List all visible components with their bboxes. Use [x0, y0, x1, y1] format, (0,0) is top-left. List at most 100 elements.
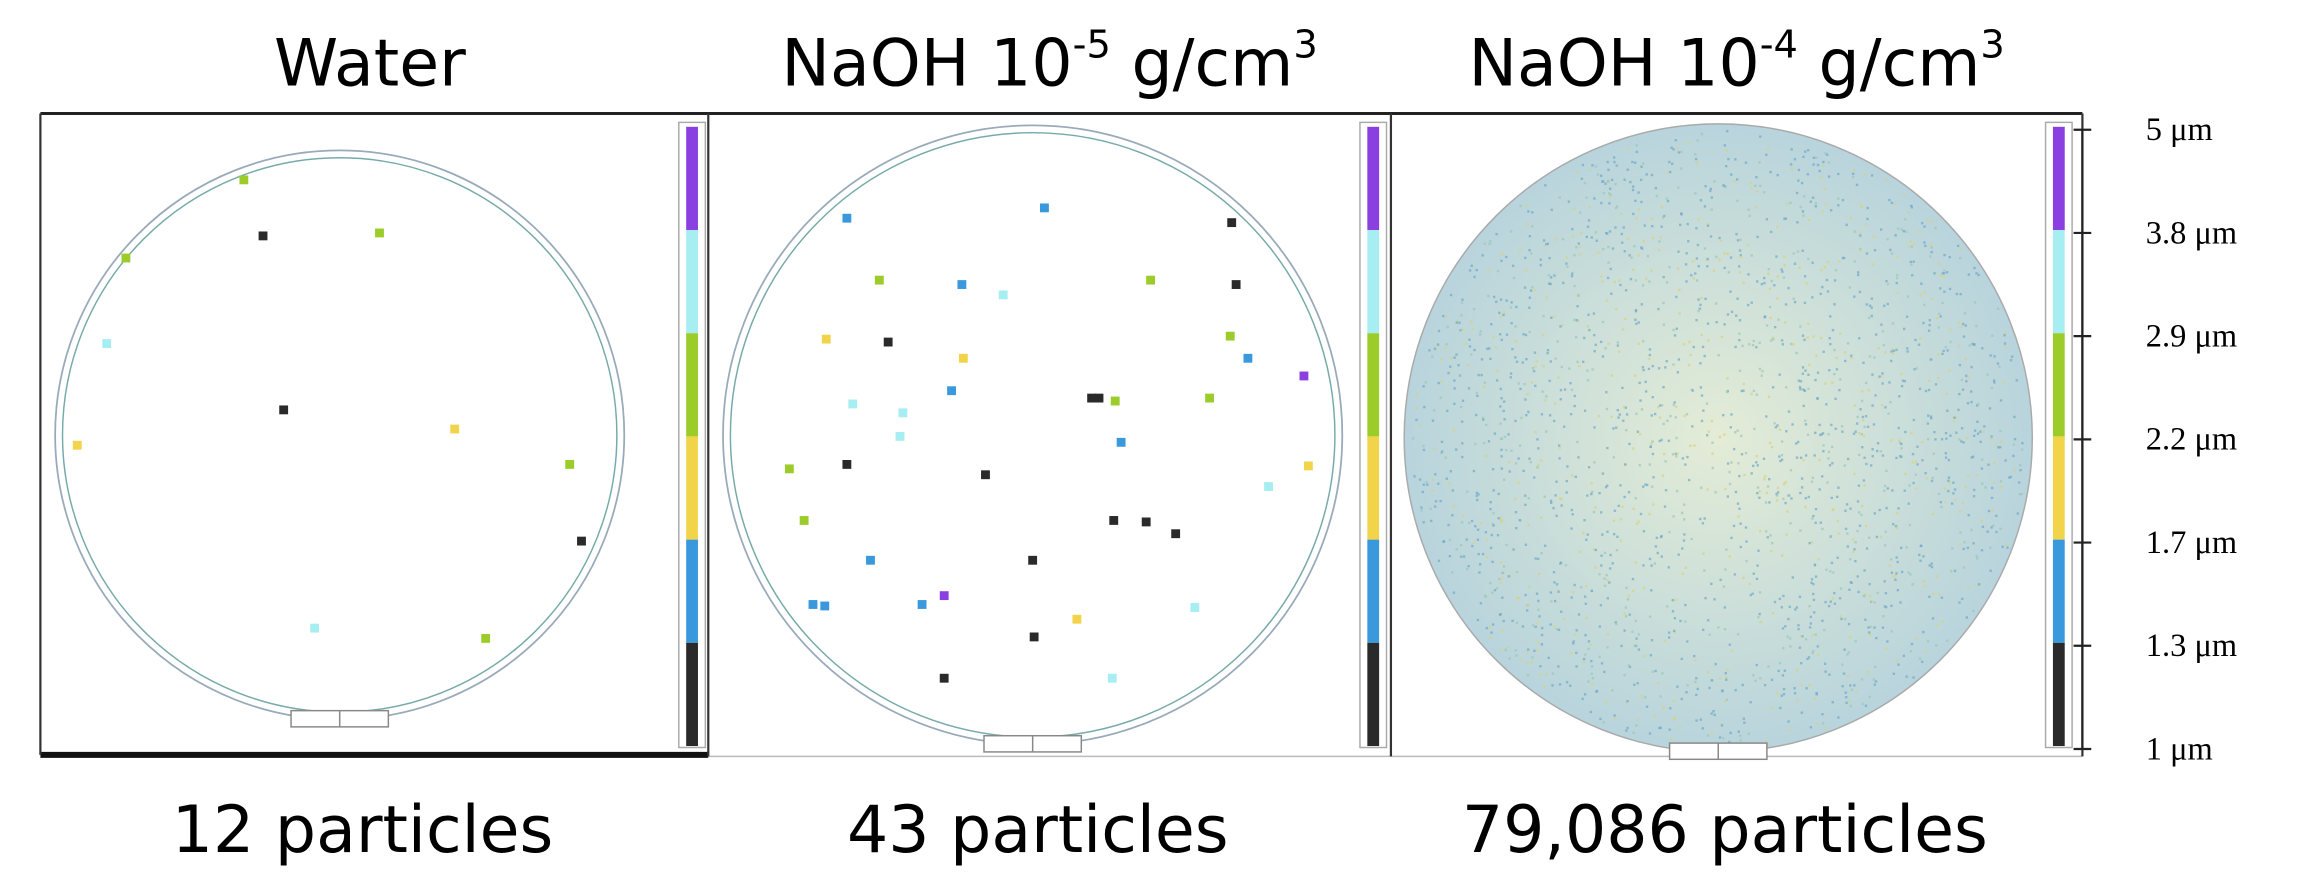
- speckle: [1829, 600, 1832, 603]
- title-text: NaOH 10: [1469, 27, 1760, 102]
- speckle: [1775, 499, 1779, 502]
- speckle: [1961, 501, 1965, 504]
- speckle: [1526, 222, 1529, 226]
- speckle: [1872, 678, 1876, 681]
- speckle: [1976, 557, 1979, 560]
- speckle: [1939, 315, 1942, 318]
- speckle: [1429, 519, 1433, 523]
- speckle: [1531, 656, 1534, 659]
- speckle: [1703, 569, 1706, 572]
- speckle: [1824, 202, 1828, 206]
- speckle: [1599, 717, 1602, 721]
- speckle: [1587, 680, 1590, 683]
- speckle: [1667, 439, 1671, 443]
- speckle: [1848, 588, 1851, 591]
- speckle: [1594, 165, 1598, 168]
- speckle: [1604, 701, 1608, 704]
- speckle: [1491, 623, 1495, 626]
- speckle: [1873, 356, 1876, 359]
- speckle: [1877, 347, 1880, 350]
- speckle: [1665, 197, 1668, 200]
- speckle: [1748, 214, 1751, 218]
- speckle: [1624, 289, 1628, 292]
- speckle: [1532, 624, 1535, 627]
- speckle: [1952, 492, 1955, 495]
- wafer-outline: [722, 124, 1344, 746]
- speckle: [1884, 351, 1887, 354]
- speckle: [1415, 406, 1419, 409]
- speckle: [1623, 612, 1626, 615]
- speckle: [1795, 606, 1799, 609]
- title-text: NaOH 10: [781, 27, 1072, 102]
- speckle: [2003, 345, 2007, 348]
- speckle: [1856, 575, 1859, 578]
- speckle: [1704, 185, 1707, 188]
- speckle: [1821, 619, 1824, 623]
- speckle: [1821, 210, 1824, 213]
- speckle: [1499, 405, 1502, 408]
- speckle: [1894, 524, 1898, 528]
- speckle: [1927, 329, 1931, 332]
- speckle: [1431, 489, 1434, 493]
- speckle: [1734, 490, 1738, 494]
- speckle: [1845, 503, 1849, 506]
- speckle: [1699, 718, 1703, 721]
- colorbar-segment: [2052, 539, 2065, 643]
- speckle: [1770, 549, 1773, 553]
- speckle: [1802, 155, 1805, 159]
- speckle: [1802, 388, 1806, 392]
- speckle: [1918, 657, 1922, 660]
- speckle: [1536, 438, 1539, 441]
- colorbar-segment: [686, 230, 698, 334]
- speckle: [1888, 381, 1891, 384]
- speckle: [1691, 425, 1694, 428]
- speckle: [1866, 217, 1869, 221]
- speckle: [1585, 538, 1588, 541]
- speckle: [1700, 419, 1704, 423]
- speckle: [1422, 521, 1425, 524]
- speckle: [1589, 643, 1593, 646]
- speckle: [1659, 535, 1663, 539]
- speckle: [1499, 387, 1502, 391]
- speckle: [1806, 173, 1810, 176]
- speckle: [1767, 272, 1770, 275]
- speckle: [1885, 506, 1888, 510]
- speckle: [1571, 272, 1574, 275]
- speckle: [1815, 156, 1818, 159]
- speckle: [1768, 305, 1772, 309]
- speckle: [1608, 230, 1612, 233]
- speckle: [1868, 304, 1872, 307]
- speckle: [1935, 575, 1939, 578]
- particle: [998, 290, 1008, 300]
- speckle: [1505, 299, 1508, 302]
- speckle: [1633, 683, 1636, 686]
- speckle: [1755, 461, 1758, 464]
- speckle: [1959, 531, 1962, 534]
- speckle: [1894, 574, 1897, 577]
- speckle: [1744, 451, 1748, 455]
- speckle: [1710, 712, 1713, 715]
- speckle: [1931, 592, 1935, 596]
- speckle: [1558, 196, 1561, 199]
- speckle: [1864, 415, 1868, 418]
- speckle: [1680, 511, 1684, 515]
- speckle: [1486, 347, 1489, 351]
- speckle: [2013, 415, 2016, 419]
- speckle: [1535, 360, 1539, 363]
- speckle: [1727, 157, 1730, 161]
- speckle: [1861, 504, 1864, 508]
- speckle: [1800, 683, 1803, 687]
- speckle: [1598, 492, 1601, 495]
- speckle: [1830, 561, 1834, 565]
- speckle: [1492, 335, 1495, 338]
- speckle: [1909, 260, 1912, 264]
- speckle: [1773, 422, 1776, 425]
- speckle: [1796, 699, 1799, 702]
- speckle: [1676, 685, 1679, 688]
- speckle: [1770, 279, 1773, 283]
- speckle: [1480, 358, 1484, 361]
- speckle: [1658, 404, 1662, 407]
- speckle: [1748, 582, 1751, 586]
- speckle: [1596, 173, 1600, 176]
